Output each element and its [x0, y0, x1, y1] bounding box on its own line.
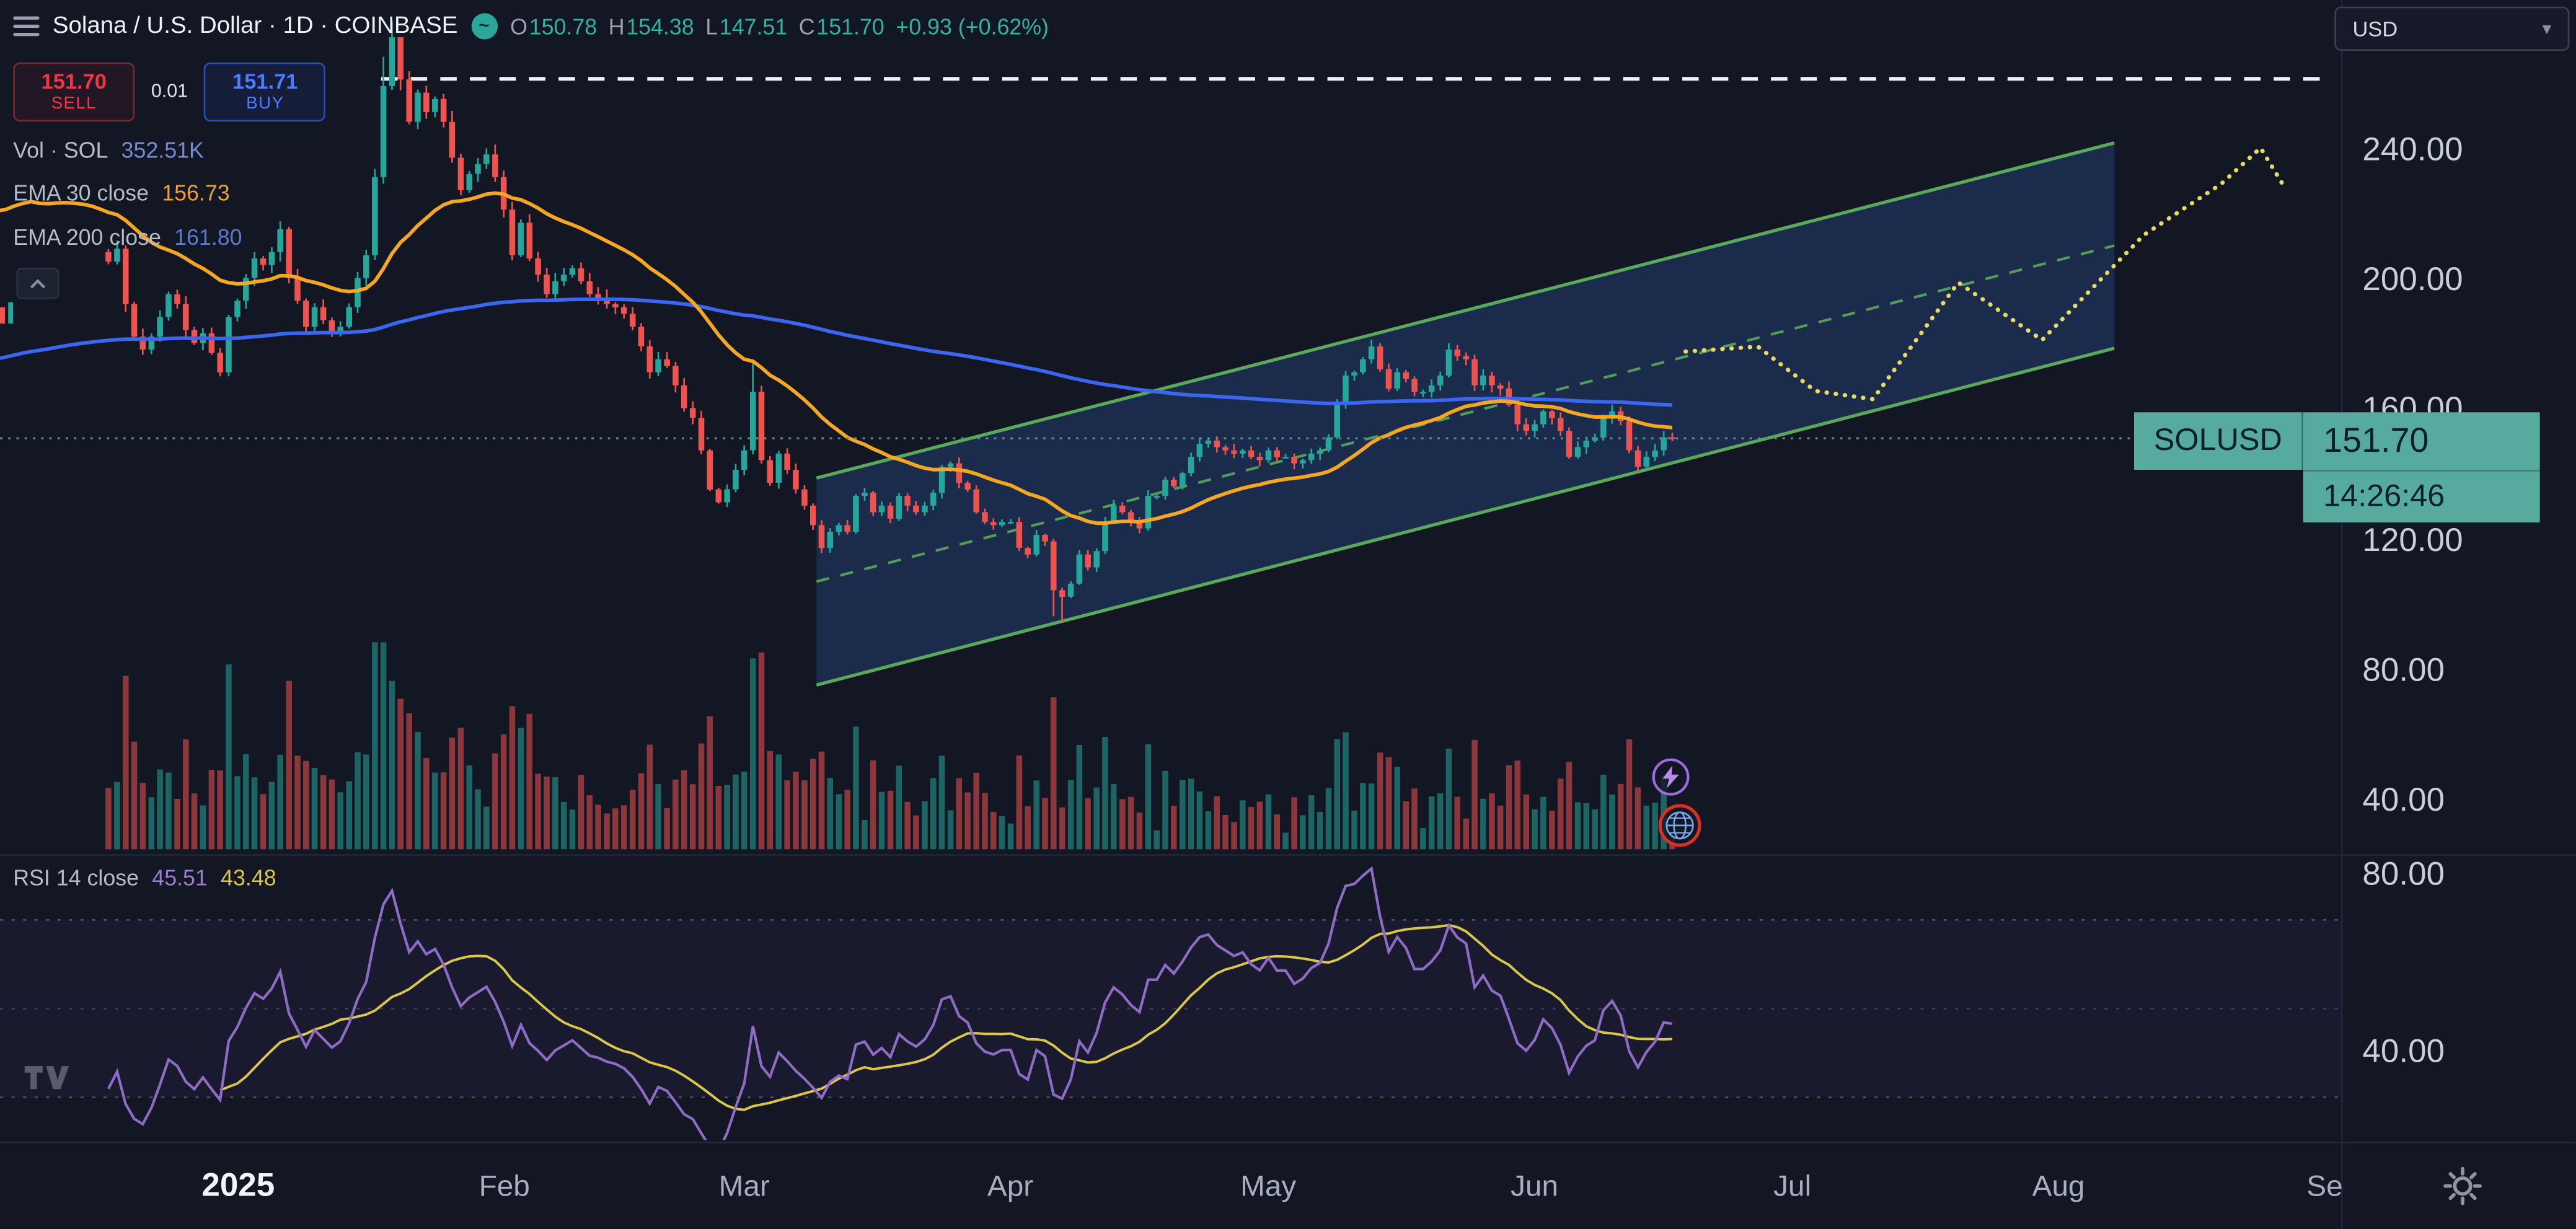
ema200-label: EMA 200 close — [13, 225, 161, 250]
ema200-value: 161.80 — [174, 225, 242, 250]
order-panel: 151.70 SELL 0.01 151.71 BUY — [13, 62, 326, 122]
price-tick-label: 40.00 — [2362, 782, 2445, 819]
price-tick-label: 80.00 — [2362, 653, 2445, 689]
volume-label: Vol · SOL — [13, 138, 108, 163]
price-label-badge[interactable]: SOLUSD 151.70 14:26:46 — [2133, 412, 2541, 522]
timezone-settings-button[interactable] — [2443, 1166, 2482, 1206]
ema200-legend[interactable]: EMA 200 close 161.80 — [13, 225, 242, 250]
channel-upper-line[interactable] — [816, 141, 2115, 480]
globe-sticker[interactable] — [1657, 803, 1702, 848]
close-label: C — [798, 14, 815, 39]
gear-icon — [2443, 1166, 2482, 1205]
rsi-line[interactable] — [107, 866, 1673, 1142]
time-tick-label: Feb — [479, 1168, 530, 1202]
tradingview-logo-icon — [24, 1066, 69, 1090]
ema30-value: 156.73 — [162, 180, 230, 206]
time-tick-label: Se — [2306, 1168, 2343, 1202]
candlestick-series — [105, 20, 1675, 623]
price-tick-label: 120.00 — [2362, 523, 2463, 560]
time-tick-label: Jul — [1773, 1168, 1812, 1202]
open-label: O — [510, 14, 528, 39]
volume-value: 352.51K — [121, 138, 204, 163]
chart-canvas[interactable] — [0, 0, 2341, 1142]
rsi-value: 45.51 — [152, 865, 208, 891]
time-tick-label: Apr — [987, 1168, 1034, 1202]
price-tick-label: 200.00 — [2362, 262, 2463, 299]
price-tick-label: 240.00 — [2362, 132, 2463, 169]
volume-legend[interactable]: Vol · SOL 352.51K — [13, 138, 204, 163]
currency-value: USD — [2352, 16, 2398, 42]
channel-mid-line[interactable] — [816, 244, 2115, 583]
menu-icon[interactable] — [13, 16, 40, 37]
tradingview-logo[interactable] — [23, 1060, 73, 1101]
sell-price: 151.70 — [41, 68, 107, 93]
time-tick-label: May — [1240, 1168, 1297, 1202]
axis-corner-divider — [2340, 1143, 2343, 1229]
price-tick-label: 40.00 — [2362, 1034, 2445, 1070]
buy-label: BUY — [246, 94, 285, 115]
sell-label: SELL — [51, 94, 97, 115]
ema30-line[interactable] — [0, 191, 1673, 526]
projection-path[interactable] — [1683, 146, 2286, 402]
ohlc-readout: O 150.78 H 154.38 L 147.51 C 151.70 +0.93 (+… — [510, 14, 1049, 39]
time-axis[interactable]: 2025 Feb Mar Apr May Jun Jul Aug Se — [0, 1142, 2576, 1229]
time-tick-label: Jun — [1511, 1168, 1559, 1202]
market-status-icon[interactable]: ~ — [470, 13, 497, 40]
open-value: 150.78 — [529, 14, 598, 39]
volume-series — [105, 642, 1675, 850]
ema30-legend[interactable]: EMA 30 close 156.73 — [13, 181, 229, 206]
sell-button[interactable]: 151.70 SELL — [13, 62, 135, 122]
globe-icon — [1658, 804, 1701, 847]
series-marker-icon — [0, 299, 20, 324]
main-pane — [0, 20, 2341, 850]
high-label: H — [608, 14, 625, 39]
chevron-up-icon — [30, 278, 46, 288]
spread-value: 0.01 — [151, 82, 188, 102]
low-label: L — [705, 14, 718, 39]
low-value: 147.51 — [719, 14, 788, 39]
lightning-sticker[interactable] — [1651, 757, 1691, 797]
buy-price: 151.71 — [232, 68, 298, 93]
collapse-legend-button[interactable] — [16, 268, 60, 299]
price-label-symbol: SOLUSD — [2133, 412, 2304, 470]
time-tick-label: Mar — [718, 1168, 770, 1202]
price-label-countdown: 14:26:46 — [2323, 478, 2445, 514]
symbol-header: Solana / U.S. Dollar · 1D · COINBASE ~ O… — [13, 13, 1049, 40]
price-label-price: 151.70 — [2303, 412, 2541, 472]
change-value: +0.93 (+0.62%) — [896, 14, 1049, 39]
currency-dropdown[interactable]: USD ▾ — [2334, 6, 2570, 51]
buy-button[interactable]: 151.71 BUY — [204, 62, 326, 122]
high-value: 154.38 — [626, 14, 694, 39]
rsi-legend[interactable]: RSI 14 close 45.51 43.48 — [13, 866, 276, 891]
rsi-pane — [0, 866, 2341, 1142]
time-tick-label: 2025 — [201, 1167, 275, 1204]
rsi-label: RSI 14 close — [13, 865, 139, 891]
rsi-ma-value: 43.48 — [221, 865, 276, 891]
channel-lower-line[interactable] — [816, 346, 2115, 687]
close-value: 151.70 — [816, 14, 884, 39]
chevron-down-icon: ▾ — [2542, 19, 2552, 40]
price-tick-label: 80.00 — [2362, 857, 2445, 893]
price-axis[interactable]: 240.00 200.00 160.00 120.00 80.00 40.00 80.00 4… — [2340, 0, 2576, 1142]
lightning-icon — [1652, 758, 1690, 796]
time-tick-label: Aug — [2032, 1168, 2085, 1202]
ema30-label: EMA 30 close — [13, 180, 149, 206]
ema200-line[interactable] — [0, 297, 1673, 407]
pane-separator[interactable] — [0, 854, 2576, 856]
rsi-ma-line[interactable] — [219, 923, 1673, 1111]
symbol-title[interactable]: Solana / U.S. Dollar · 1D · COINBASE — [52, 13, 458, 40]
